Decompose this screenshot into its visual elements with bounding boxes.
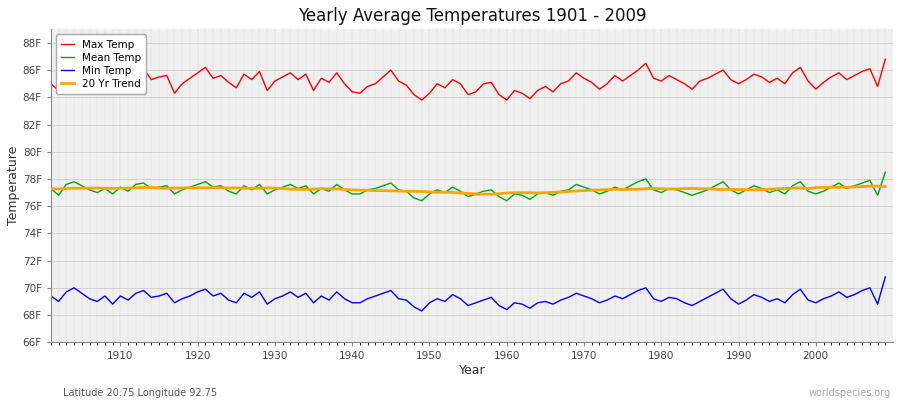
Mean Temp: [880, 170, 891, 174]
X-axis label: Year: Year: [459, 364, 485, 377]
20 Yr Trend: [880, 184, 891, 189]
Mean Temp: [602, 189, 613, 194]
Mean Temp: [501, 198, 512, 203]
Min Temp: [602, 298, 613, 302]
20 Yr Trend: [277, 186, 288, 191]
20 Yr Trend: [865, 184, 876, 188]
Mean Temp: [46, 186, 57, 191]
Line: 20 Yr Trend: 20 Yr Trend: [51, 186, 886, 194]
Max Temp: [880, 57, 891, 62]
20 Yr Trend: [46, 186, 57, 191]
Min Temp: [501, 307, 512, 312]
Title: Yearly Average Temperatures 1901 - 2009: Yearly Average Temperatures 1901 - 2009: [298, 7, 646, 25]
Max Temp: [501, 98, 512, 102]
Line: Max Temp: Max Temp: [51, 59, 886, 100]
Min Temp: [46, 294, 57, 298]
Max Temp: [277, 74, 288, 79]
Max Temp: [324, 80, 335, 85]
20 Yr Trend: [324, 186, 335, 191]
20 Yr Trend: [107, 186, 118, 191]
Min Temp: [277, 294, 288, 298]
Line: Mean Temp: Mean Temp: [51, 172, 886, 201]
20 Yr Trend: [501, 190, 512, 195]
Mean Temp: [509, 192, 520, 196]
20 Yr Trend: [602, 187, 613, 192]
20 Yr Trend: [486, 192, 497, 197]
Min Temp: [107, 302, 118, 306]
20 Yr Trend: [509, 190, 520, 195]
Min Temp: [324, 298, 335, 302]
Min Temp: [880, 274, 891, 279]
Max Temp: [602, 81, 613, 86]
Mean Temp: [107, 192, 118, 196]
Mean Temp: [277, 185, 288, 190]
Mean Temp: [324, 189, 335, 194]
Y-axis label: Temperature: Temperature: [7, 146, 20, 226]
Text: Latitude 20.75 Longitude 92.75: Latitude 20.75 Longitude 92.75: [63, 388, 217, 398]
Min Temp: [417, 308, 428, 313]
Text: worldspecies.org: worldspecies.org: [809, 388, 891, 398]
Min Temp: [509, 300, 520, 305]
Max Temp: [46, 81, 57, 86]
Max Temp: [509, 88, 520, 93]
Legend: Max Temp, Mean Temp, Min Temp, 20 Yr Trend: Max Temp, Mean Temp, Min Temp, 20 Yr Tre…: [56, 34, 147, 94]
Max Temp: [417, 98, 428, 102]
Mean Temp: [417, 198, 428, 203]
Max Temp: [107, 87, 118, 92]
Line: Min Temp: Min Temp: [51, 277, 886, 311]
